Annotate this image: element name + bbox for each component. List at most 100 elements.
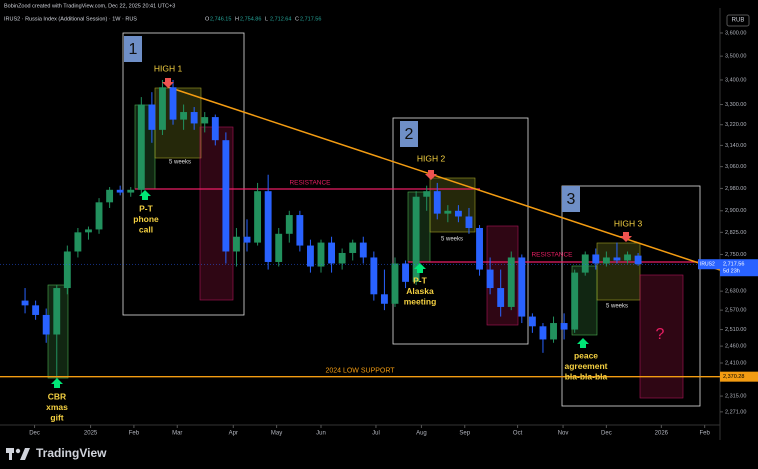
- ohlc-key: C: [295, 16, 299, 22]
- candle-body: [370, 257, 378, 295]
- candle-body: [592, 254, 600, 264]
- red-zone: [639, 274, 684, 399]
- x-tick-label: 2025: [84, 431, 98, 437]
- candle-body: [402, 263, 409, 282]
- candle-body: [296, 215, 304, 246]
- y-tick-label: 2,570.00: [725, 308, 746, 314]
- y-tick-label: 2,750.00: [725, 252, 746, 258]
- candles: [21, 79, 642, 379]
- candle-body: [254, 191, 262, 243]
- logo-part: [9, 448, 12, 460]
- candle-body: [454, 210, 462, 217]
- candle-body: [201, 117, 209, 124]
- annotation: 5 weeks: [606, 304, 628, 310]
- credit: BobinZood created with TradingView.com, …: [4, 3, 175, 9]
- y-tick-label: 2,460.00: [725, 344, 746, 350]
- down-arrow: [620, 232, 632, 242]
- candle-body: [349, 242, 357, 253]
- candle-body: [444, 210, 452, 214]
- x-tick-label: Feb: [129, 431, 140, 437]
- candle-body: [243, 236, 251, 243]
- candle-body: [317, 242, 325, 267]
- support-price-label: 2,370.28: [723, 374, 744, 380]
- annotation: bla-bla-bla: [565, 371, 608, 381]
- candle-body: [233, 236, 240, 252]
- y-tick-label: 2,315.00: [725, 394, 746, 400]
- annotation: P-T: [413, 275, 428, 285]
- candle-body: [433, 191, 441, 214]
- candle-body: [169, 87, 177, 120]
- last-price-box: [720, 259, 758, 277]
- x-tick-label: Dec: [29, 431, 40, 437]
- ohlc-value: 2,746.15: [210, 16, 231, 22]
- candle-body: [328, 242, 336, 264]
- candle-body: [53, 288, 61, 335]
- box-1: [122, 32, 245, 316]
- candle-body: [127, 189, 135, 193]
- annotation: HIGH 1: [154, 63, 183, 73]
- x-tick-label: 2026: [655, 431, 669, 437]
- candle-body: [74, 232, 82, 252]
- candle-body: [275, 233, 283, 262]
- candle-body: [465, 216, 473, 228]
- down-arrow: [425, 170, 437, 180]
- boxes: [122, 32, 701, 407]
- logo-part: [20, 448, 30, 460]
- candle-body: [211, 117, 219, 141]
- square-labels: [124, 36, 580, 212]
- candle-body: [137, 104, 145, 190]
- candle-body: [497, 288, 505, 307]
- number-box: [124, 36, 142, 62]
- support-label: 2024 LOW SUPPORT: [325, 368, 395, 375]
- x-tick-label: Apr: [229, 431, 238, 437]
- y-tick-label: 3,140.00: [725, 143, 746, 149]
- candle-body: [423, 191, 431, 197]
- candle-body: [486, 269, 494, 289]
- up-arrow: [139, 190, 151, 200]
- annotation: 2: [405, 126, 414, 143]
- candle-body: [338, 252, 346, 264]
- footer: [0, 440, 758, 469]
- ohlc-key: L: [265, 16, 268, 22]
- candle-body: [32, 305, 40, 315]
- brand: TradingView: [36, 446, 107, 460]
- currency-box: [726, 14, 750, 27]
- y-tick-label: 3,300.00: [725, 102, 746, 108]
- x-tick-label: Jul: [372, 431, 380, 437]
- y-tick-label: 2,410.00: [725, 360, 746, 366]
- candle-body: [476, 227, 483, 270]
- candle-body: [95, 202, 103, 230]
- candle-body: [106, 189, 114, 203]
- up-arrow: [414, 263, 426, 273]
- x-tick-label: Sep: [459, 431, 470, 437]
- x-tick-label: Jun: [316, 431, 326, 437]
- candle-body: [613, 257, 621, 261]
- candle-body: [180, 112, 188, 120]
- candle-body: [159, 87, 166, 130]
- y-tick-label: 2,271.00: [725, 409, 746, 415]
- ohlc-key: H: [235, 16, 239, 22]
- annotation: Alaska: [406, 286, 434, 296]
- olive-zone: [596, 242, 641, 301]
- down-arrow: [162, 78, 174, 88]
- ohlc-value: 2,717.56: [300, 16, 321, 22]
- annotation: gift: [50, 412, 63, 422]
- candle-body: [634, 255, 642, 265]
- ohlc-key: O: [205, 16, 210, 22]
- candle-body: [264, 191, 272, 262]
- x-tick-label: Nov: [558, 431, 569, 437]
- annotation: CBR: [48, 391, 66, 401]
- y-tick-label: 3,220.00: [725, 122, 746, 128]
- y-tick-label: 2,510.00: [725, 327, 746, 333]
- annotation: 3: [567, 191, 576, 208]
- candle-body: [63, 251, 71, 289]
- number-box: [400, 121, 418, 147]
- candle-body: [581, 254, 589, 273]
- candle-body: [190, 112, 198, 124]
- candle-body: [359, 242, 367, 258]
- x-tick-label: Feb: [700, 431, 711, 437]
- y-tick-label: 2,900.00: [725, 208, 746, 214]
- annotation: peace: [574, 350, 598, 360]
